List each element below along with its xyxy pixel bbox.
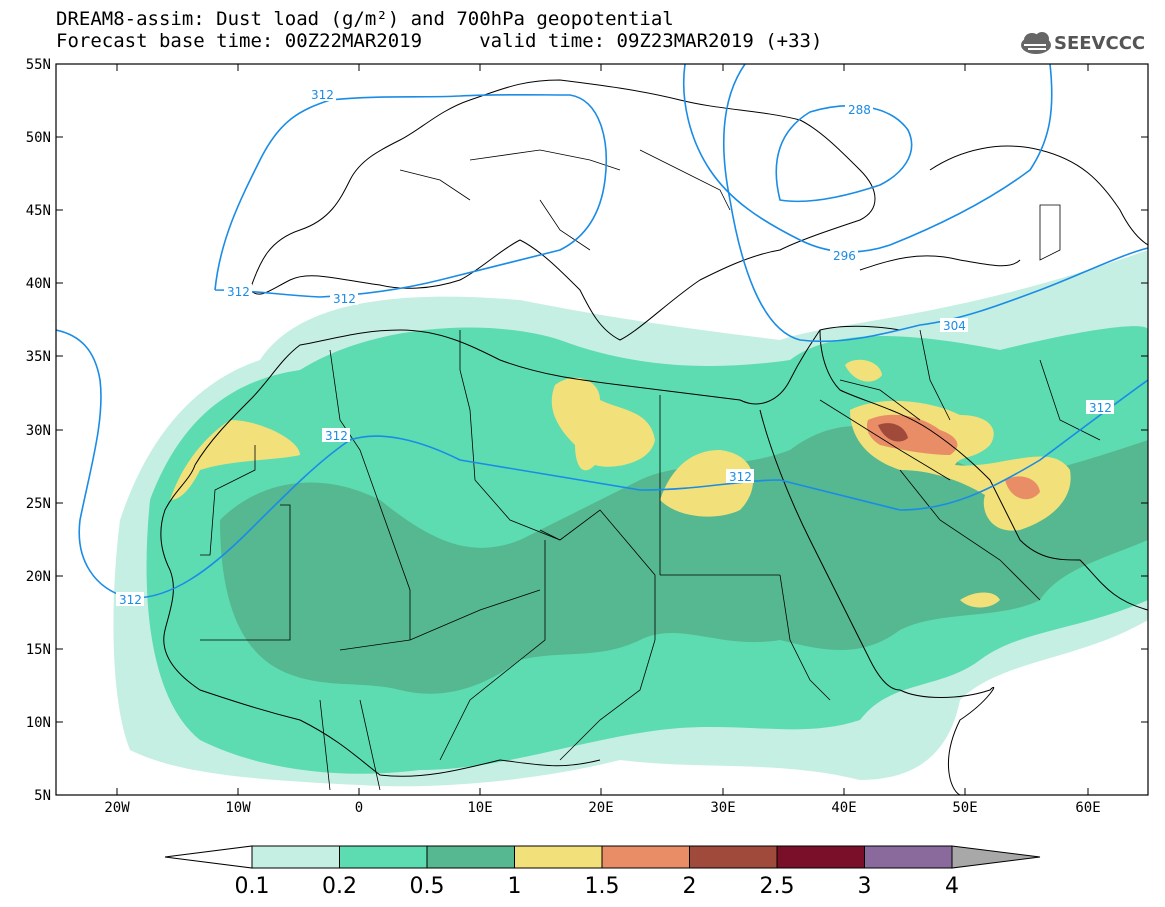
contour-label: 288 — [848, 103, 871, 117]
logo-text: SEEVCCC — [1054, 33, 1146, 54]
colorbar: 0.1 0.2 0.5 1 1.5 2 2.5 3 4 — [164, 845, 1041, 899]
latitude-axis — [56, 63, 1148, 796]
dust-region-0.5 — [220, 426, 1148, 694]
colorbar-swatch — [339, 845, 428, 869]
colorbar-label: 2.5 — [760, 874, 795, 899]
contour-labels: 312 312 312 312 312 312 312 288 296 304 — [116, 87, 1114, 607]
lon-label: 40E — [831, 800, 856, 816]
colorbar-min-arrow — [164, 845, 253, 869]
colorbar-label: 3 — [858, 874, 872, 899]
lat-label: 35N — [26, 349, 51, 365]
colorbar-label: 2 — [683, 874, 697, 899]
dust-region-1 — [845, 359, 882, 382]
dust-region-1 — [170, 420, 300, 500]
forecast-time-subtitle: Forecast base time: 00Z22MAR2019 valid t… — [56, 30, 823, 52]
colorbar-swatch — [776, 845, 865, 869]
lon-label: 20E — [588, 800, 613, 816]
lat-label: 30N — [26, 423, 51, 439]
colorbar-label: 1 — [508, 874, 522, 899]
colorbar-label: 0.5 — [410, 874, 445, 899]
geopotential-contours — [56, 64, 1148, 599]
contour-label: 312 — [119, 593, 142, 607]
dust-region-1.5 — [1005, 476, 1040, 500]
lat-label: 40N — [26, 276, 51, 292]
colorbar-swatch — [514, 845, 603, 869]
contour-label: 312 — [227, 285, 250, 299]
contour-label: 312 — [325, 429, 348, 443]
contour-label: 312 — [333, 292, 356, 306]
lat-label: 55N — [26, 57, 51, 73]
coastlines — [160, 79, 1148, 795]
cloud-icon — [1021, 32, 1051, 54]
map-title: DREAM8-assim: Dust load (g/m²) and 700hP… — [56, 8, 674, 30]
colorbar-swatch — [251, 845, 340, 869]
contour-312-north — [214, 93, 608, 298]
colorbar-label: 0.2 — [322, 874, 357, 899]
colorbar-label: 4 — [945, 874, 959, 899]
dust-fill-layer — [113, 250, 1148, 787]
contour-288 — [775, 104, 913, 203]
lon-label: 10E — [467, 800, 492, 816]
contour-296 — [682, 64, 1053, 253]
dust-region-1 — [551, 377, 655, 471]
colorbar-label: 1.5 — [585, 874, 620, 899]
lon-label: 30E — [710, 800, 735, 816]
contour-312-west — [56, 329, 1148, 599]
lat-label: 10N — [26, 715, 51, 731]
lat-label: 5N — [34, 788, 51, 804]
lat-label: 20N — [26, 569, 51, 585]
colorbar-max-arrow — [951, 845, 1041, 869]
colorbar-swatch — [689, 845, 778, 869]
lon-label: 0 — [355, 800, 363, 816]
lon-label: 20W — [104, 800, 130, 816]
colorbar-swatch — [601, 845, 690, 869]
dust-region-2 — [878, 423, 908, 442]
lat-label: 15N — [26, 642, 51, 658]
colorbar-label: 0.1 — [235, 874, 270, 899]
lon-label: 50E — [952, 800, 977, 816]
contour-label: 304 — [943, 319, 966, 333]
lon-label: 10W — [225, 800, 251, 816]
longitude-axis — [116, 64, 1089, 795]
seevccc-logo — [1021, 32, 1051, 54]
longitude-labels: 20W 10W 0 10E 20E 30E 40E 50E 60E — [104, 800, 1100, 816]
dust-region-1 — [660, 450, 754, 517]
colorbar-swatch — [426, 845, 515, 869]
lat-label: 25N — [26, 496, 51, 512]
dust-region-1 — [960, 592, 1000, 608]
contour-label: 296 — [833, 249, 856, 263]
contour-label: 312 — [1089, 401, 1112, 415]
contour-304 — [722, 64, 1148, 343]
lon-label: 60E — [1075, 800, 1100, 816]
contour-label: 312 — [729, 470, 752, 484]
latitude-labels: 55N 50N 45N 40N 35N 30N 25N 20N 15N 10N … — [26, 57, 51, 804]
lat-label: 50N — [26, 130, 51, 146]
colorbar-swatch — [864, 845, 953, 869]
country-borders — [200, 149, 1101, 791]
contour-label: 312 — [311, 88, 334, 102]
lat-label: 45N — [26, 203, 51, 219]
